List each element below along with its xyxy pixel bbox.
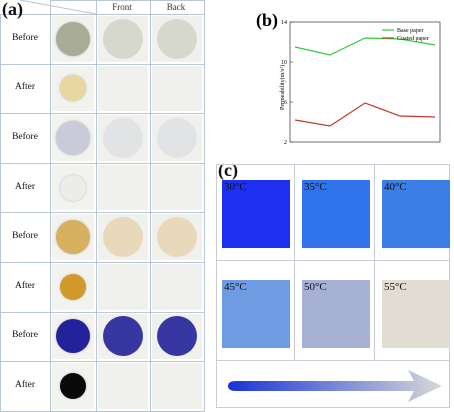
stain-spot <box>157 217 197 258</box>
stain-spot <box>103 118 143 158</box>
panel-a: (a) Front Back Before After Before After Bef… <box>0 0 212 412</box>
grid-hline <box>50 0 204 1</box>
swatch-temperature-label: 50°C <box>304 281 327 293</box>
color-swatch <box>302 180 370 248</box>
series-line-coated-paper <box>294 102 436 127</box>
back-photo <box>152 363 202 409</box>
back-photo <box>152 264 202 310</box>
grid-hline <box>0 410 204 412</box>
front-photo <box>98 65 148 112</box>
swatch-temperature-label: 30°C <box>224 181 247 193</box>
stain-spot <box>103 316 143 357</box>
series-line-base-paper <box>294 37 436 56</box>
stain-spot <box>157 316 197 357</box>
grid-hline <box>0 311 204 313</box>
y-tick-label: 14 <box>281 20 287 26</box>
front-photo <box>98 264 148 310</box>
temperature-arrow <box>228 370 442 402</box>
grid-vline <box>50 0 51 412</box>
front-photo <box>98 363 148 409</box>
swatch-divider <box>374 164 375 360</box>
panel-b-letter: (b) <box>256 10 278 31</box>
back-photo <box>152 16 202 62</box>
grid-hline <box>0 14 204 15</box>
y-tick-label: 10 <box>281 60 287 66</box>
panel-c-letter: (c) <box>218 160 238 180</box>
column-head-front: Front <box>112 2 132 12</box>
grid-hline <box>0 361 204 363</box>
panel-b: (b) 2 6 10 14 Base paper Coated paper Permea… <box>254 10 450 158</box>
stain-spot <box>157 18 197 59</box>
color-swatch <box>382 280 450 348</box>
back-photo <box>152 164 202 211</box>
gradient-arrow-icon <box>228 370 442 402</box>
legend-label: Coated paper <box>397 36 429 42</box>
grid-vline <box>96 0 97 412</box>
panel-c: (c) 30°C 35°C 40°C 45°C 50°C 55°C <box>214 160 452 410</box>
row-label: After <box>14 380 36 390</box>
color-swatch <box>382 180 450 248</box>
panel-a-letter: (a) <box>2 0 23 19</box>
front-photo <box>98 115 148 161</box>
grid-hline <box>0 63 204 65</box>
row-label: After <box>14 181 36 192</box>
swatch-divider <box>216 260 450 261</box>
stain-spot <box>157 118 197 158</box>
sample-spot <box>56 21 90 56</box>
plot-frame <box>289 21 441 143</box>
grid-vline <box>204 0 205 412</box>
sample-spot <box>60 273 86 300</box>
swatch-temperature-label: 35°C <box>304 181 327 193</box>
row-label: Before <box>12 32 38 43</box>
header-diagonal <box>19 0 96 14</box>
swatch-temperature-label: 45°C <box>224 281 247 293</box>
front-photo <box>98 164 148 211</box>
color-swatch <box>222 180 290 248</box>
y-axis-label: Permeability(m/s²) <box>279 65 286 110</box>
stain-spot <box>103 217 143 258</box>
grid-vline <box>150 0 151 412</box>
column-head-back: Back <box>166 2 186 12</box>
row-label: Before <box>12 231 38 242</box>
row-label: Before <box>12 132 38 142</box>
color-swatch <box>222 280 290 348</box>
permeability-chart: (b) 2 6 10 14 Base paper Coated paper Permea… <box>256 10 441 146</box>
sample-spot <box>56 220 90 255</box>
row-label: After <box>14 280 36 291</box>
swatch-temperature-label: 40°C <box>384 181 407 193</box>
chart-series <box>294 37 436 127</box>
swatch-divider <box>294 164 295 360</box>
color-swatch <box>302 280 370 348</box>
row-label: After <box>14 82 36 93</box>
front-photo <box>98 16 148 62</box>
grid-hline <box>0 212 204 214</box>
sample-spot <box>60 373 86 399</box>
swatch-divider <box>216 360 450 361</box>
swatch-temperature-label: 55°C <box>384 281 407 293</box>
sample-spot <box>56 121 90 155</box>
back-photo <box>152 214 202 260</box>
front-photo <box>98 214 148 260</box>
grid-hline <box>0 162 204 164</box>
grid-hline <box>0 113 204 115</box>
sample-spot <box>60 174 86 201</box>
legend-label: Base paper <box>397 28 424 34</box>
y-tick-label: 2 <box>284 140 287 146</box>
sample-spot <box>56 319 90 354</box>
back-photo <box>152 115 202 161</box>
sample-spot <box>60 75 86 102</box>
chart-legend: Base paper Coated paper <box>382 28 429 42</box>
back-photo <box>152 65 202 112</box>
y-tick-label: 6 <box>284 100 287 106</box>
row-label: Before <box>12 330 38 341</box>
grid-hline <box>0 262 204 263</box>
chart-axes: 2 6 10 14 <box>281 20 441 146</box>
stain-spot <box>103 18 143 59</box>
